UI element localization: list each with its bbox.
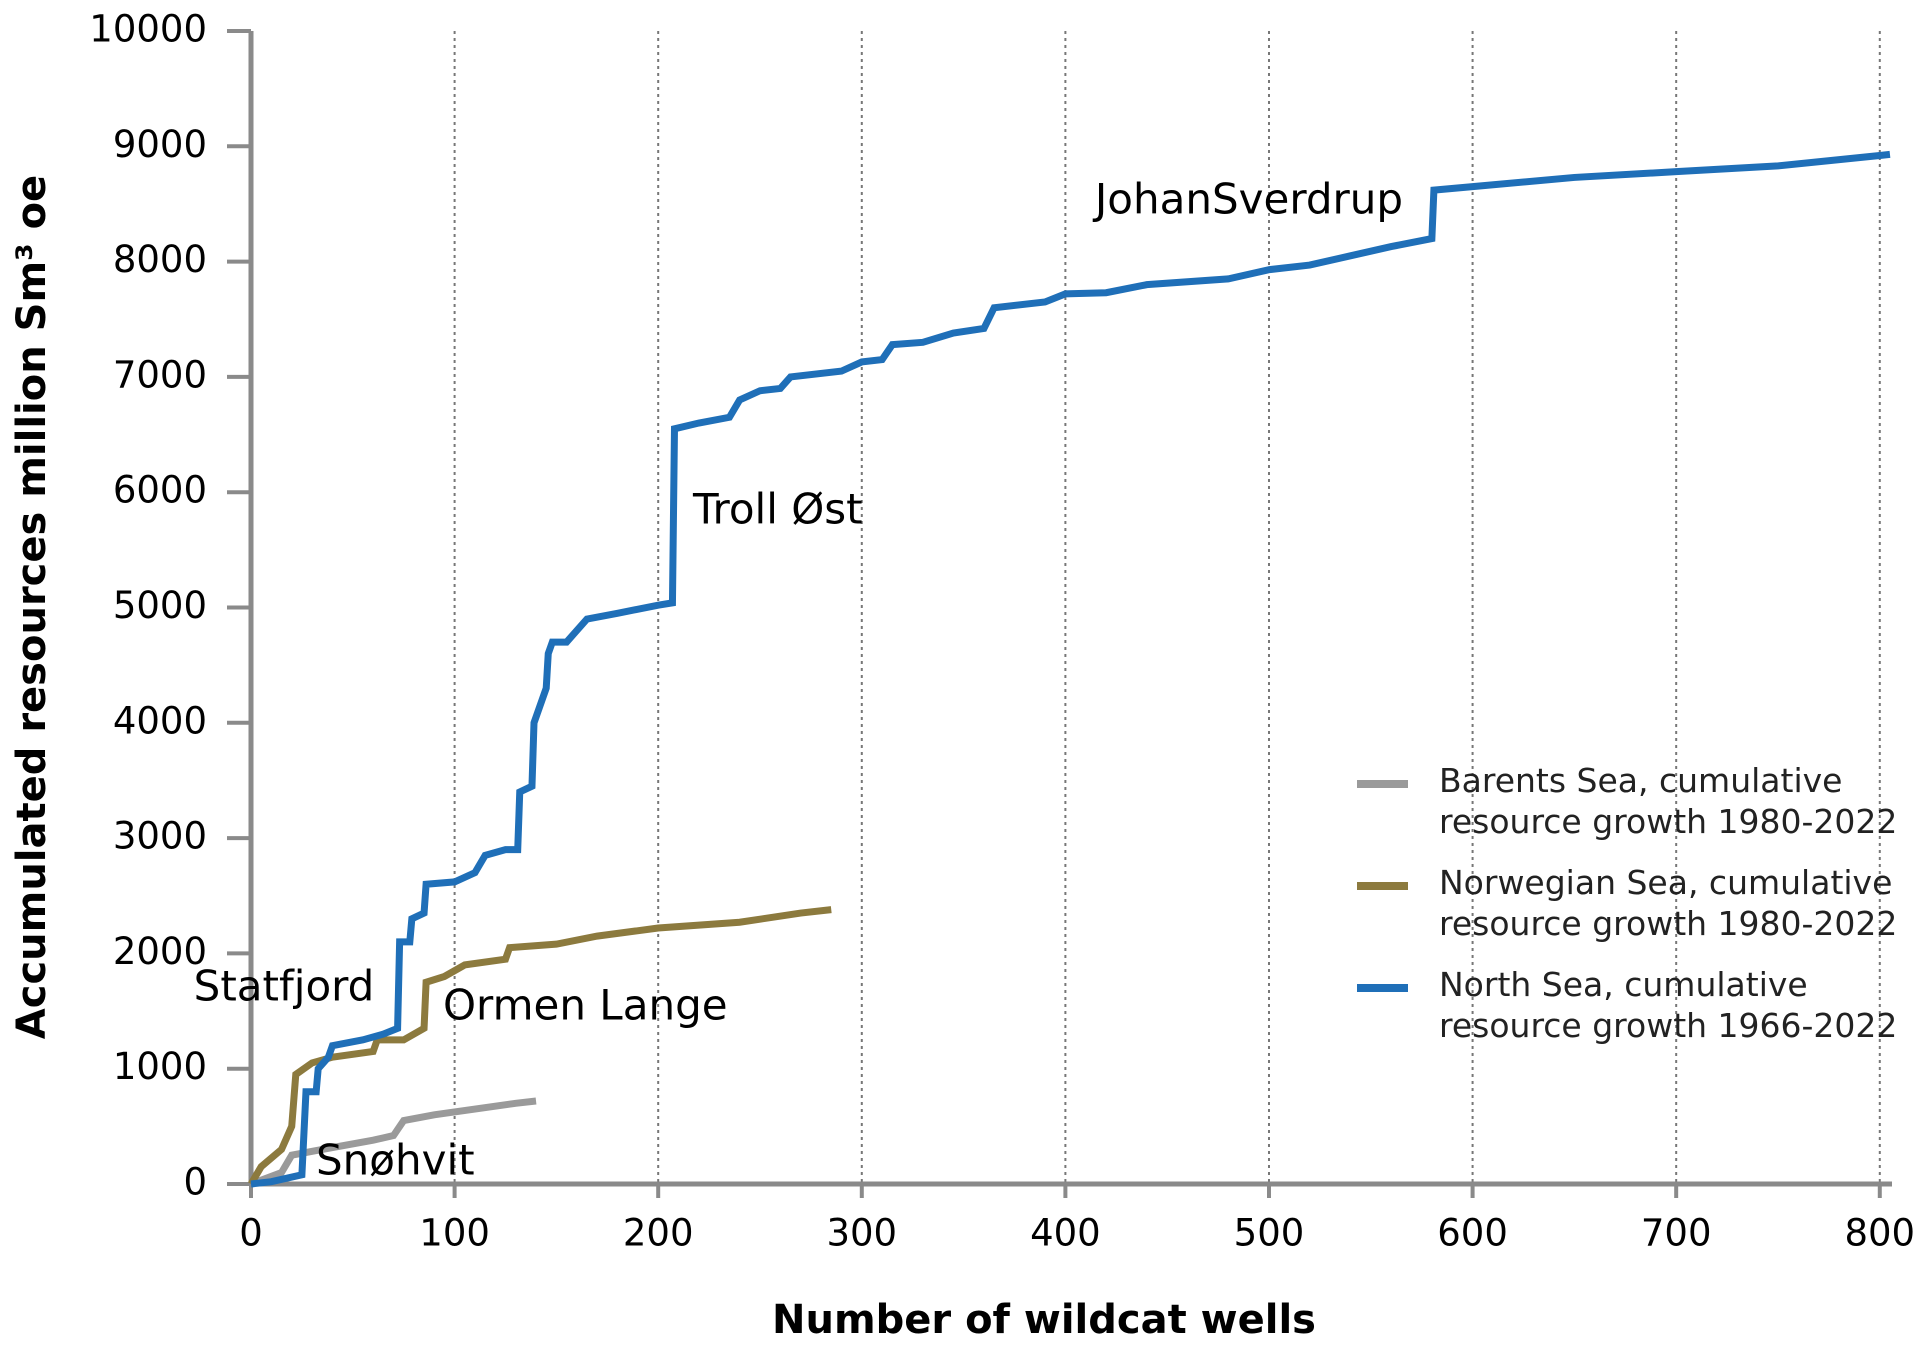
y-tick-label: 9000: [113, 123, 207, 166]
series-line: [247, 906, 832, 1186]
annotation: Statfjord: [194, 962, 375, 1011]
x-tick-label: 200: [623, 1212, 694, 1255]
y-tick-label: 8000: [113, 238, 207, 281]
y-tick-label: 3000: [113, 815, 207, 858]
x-tick-label: 0: [239, 1212, 263, 1255]
annotation: JohanSverdrup: [1092, 175, 1403, 224]
y-tick-label: 0: [183, 1161, 207, 1204]
y-tick-label: 4000: [113, 699, 207, 742]
y-tick-label: 5000: [113, 584, 207, 627]
x-tick-label: 300: [826, 1212, 897, 1255]
annotation: Ormen Lange: [443, 981, 728, 1030]
y-tick-label: 7000: [113, 353, 207, 396]
x-tick-label: 800: [1844, 1212, 1915, 1255]
y-tick-label: 10000: [89, 8, 207, 51]
x-axis-title: Number of wildcat wells: [772, 1297, 1316, 1343]
x-tick-label: 100: [419, 1212, 490, 1255]
series-line: [249, 1097, 537, 1188]
y-tick-label: 2000: [113, 930, 207, 973]
legend-label: Norwegian Sea, cumulative resource growt…: [1439, 863, 1898, 943]
series-line: [250, 150, 1891, 1188]
annotation: Troll Øst: [692, 485, 863, 534]
x-tick-label: 600: [1437, 1212, 1508, 1255]
x-tick-label: 700: [1641, 1212, 1712, 1255]
annotation: Snøhvit: [316, 1136, 475, 1185]
y-tick-label: 6000: [113, 469, 207, 512]
y-tick-label: 1000: [113, 1045, 207, 1088]
x-tick-label: 400: [1030, 1212, 1101, 1255]
x-tick-label: 500: [1234, 1212, 1305, 1255]
y-axis-title: Accumulated resources million Sm³ oe: [9, 175, 55, 1039]
legend-label: North Sea, cumulative resource growth 19…: [1439, 965, 1898, 1045]
legend-label: Barents Sea, cumulative resource growth …: [1439, 761, 1898, 841]
